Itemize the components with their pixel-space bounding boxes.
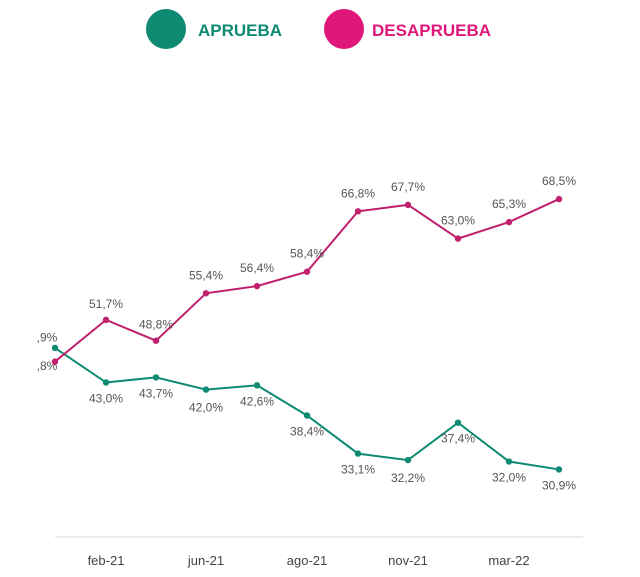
data-point-aprueba[interactable] [152, 374, 160, 381]
data-point-aprueba[interactable] [102, 379, 110, 386]
series-line-desaprueba [54, 198, 560, 363]
plot-area: ,8%43,0% 43,7%42,0% 42,6%38,4%33,1%32,2%37… [37, 174, 577, 492]
x-tick-label: jun-21 [187, 553, 224, 568]
data-label-desaprueba: 58,4% [290, 247, 324, 261]
legend-item-desaprueba[interactable]: DESAPRUEBA [324, 9, 491, 49]
data-point-aprueba[interactable] [454, 419, 462, 426]
data-point-desaprueba[interactable] [51, 358, 59, 365]
data-label-desaprueba: 65,3% [492, 197, 526, 211]
data-point-desaprueba[interactable] [152, 337, 160, 344]
data-label-desaprueba: 51,7% [89, 297, 123, 311]
data-point-desaprueba[interactable] [202, 290, 210, 297]
data-label-aprueba: 38,4% [290, 425, 324, 439]
data-label-desaprueba: 48,8% [139, 318, 173, 332]
data-label-aprueba: 37,4% [441, 432, 475, 446]
data-label-aprueba: 32,2% [391, 471, 425, 485]
data-label-aprueba: 32,0% [492, 471, 526, 485]
x-tick-label: mar-22 [488, 553, 529, 568]
legend-marker-aprueba [146, 9, 186, 49]
x-tick-label: feb-21 [88, 553, 125, 568]
data-label-aprueba: 43,7% [139, 386, 173, 400]
data-label-desaprueba: 67,7% [391, 180, 425, 194]
series-line-aprueba [54, 347, 560, 471]
x-tick-label: nov-21 [388, 553, 428, 568]
data-label-aprueba: 30,9% [542, 478, 576, 492]
data-point-desaprueba[interactable] [303, 268, 311, 275]
legend-marker-desaprueba [324, 9, 364, 49]
legend-label-desaprueba: DESAPRUEBA [372, 21, 491, 40]
data-point-aprueba[interactable] [354, 450, 362, 457]
data-label-aprueba: 43,0% [89, 391, 123, 405]
data-label-aprueba: 33,1% [341, 463, 375, 477]
data-point-aprueba[interactable] [253, 382, 261, 389]
data-label-desaprueba: ,9% [37, 331, 58, 345]
data-point-aprueba[interactable] [303, 412, 311, 419]
data-point-aprueba[interactable] [505, 458, 513, 465]
data-label-desaprueba: 55,4% [189, 268, 223, 282]
data-point-desaprueba[interactable] [253, 282, 261, 290]
data-point-aprueba[interactable] [404, 456, 412, 464]
data-label-desaprueba: 63,0% [441, 214, 475, 228]
data-point-desaprueba[interactable] [102, 316, 110, 324]
data-label-aprueba: 42,0% [189, 401, 223, 415]
data-point-desaprueba[interactable] [404, 201, 412, 209]
x-tick-label: ago-21 [287, 553, 327, 568]
data-point-desaprueba[interactable] [555, 195, 563, 203]
data-point-desaprueba[interactable] [354, 208, 362, 215]
x-axis-ticks: feb-21 jun-21 ago-21 nov-21 mar-22 [88, 553, 530, 568]
data-point-desaprueba[interactable] [454, 235, 462, 242]
data-point-aprueba[interactable] [51, 344, 59, 352]
data-point-desaprueba[interactable] [505, 218, 513, 226]
legend-label-aprueba: APRUEBA [198, 21, 282, 40]
data-label-desaprueba: 66,8% [341, 186, 375, 200]
data-label-desaprueba: 68,5% [542, 174, 576, 188]
data-point-aprueba[interactable] [555, 466, 563, 473]
legend-item-aprueba[interactable]: APRUEBA [146, 9, 282, 49]
data-point-aprueba[interactable] [202, 386, 210, 393]
data-label-aprueba: 42,6% [240, 394, 274, 408]
data-label-desaprueba: 56,4% [240, 261, 274, 275]
legend: APRUEBA DESAPRUEBA [146, 9, 491, 49]
